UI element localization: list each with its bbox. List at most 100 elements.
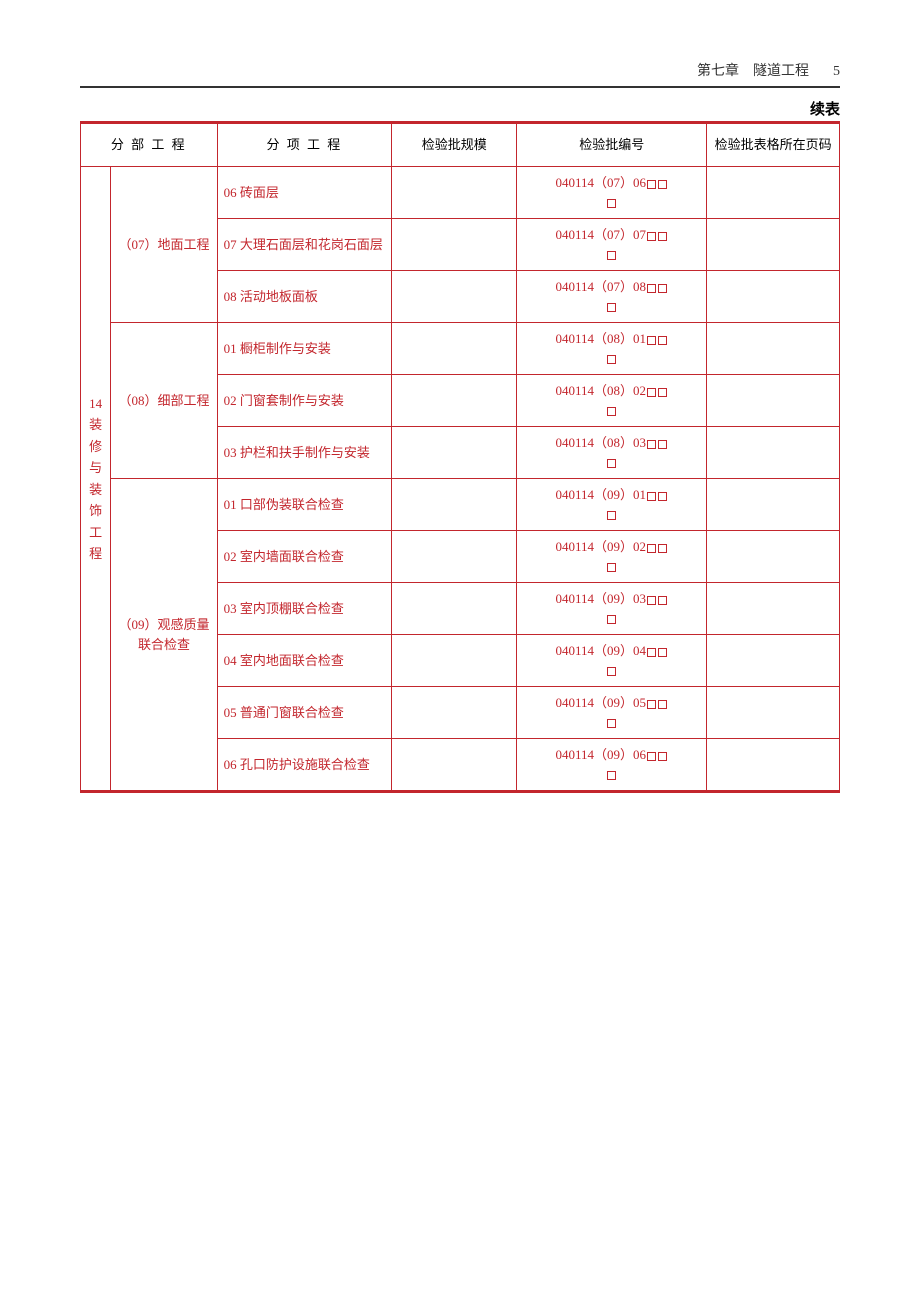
box-icon: [658, 440, 667, 449]
form-page: [707, 271, 840, 323]
inspection-scale: [392, 323, 517, 375]
item-name: 04 室内地面联合检查: [217, 635, 392, 687]
main-section-char: 装: [89, 415, 102, 435]
main-section-char: 程: [89, 544, 102, 564]
main-section-char: 工: [89, 523, 102, 543]
box-icon: [647, 596, 656, 605]
box-icon: [658, 284, 667, 293]
form-page: [707, 635, 840, 687]
box-icon: [658, 336, 667, 345]
box-icon: [658, 492, 667, 501]
box-icon: [658, 544, 667, 553]
box-icon: [607, 719, 616, 728]
form-page: [707, 323, 840, 375]
sub-section-label: （08）细部工程: [111, 323, 217, 479]
inspection-code: 040114（08）03: [517, 427, 707, 479]
box-icon: [607, 615, 616, 624]
col-header-code: 检验批编号: [517, 123, 707, 167]
inspection-scale: [392, 687, 517, 739]
inspection-code: 040114（09）03: [517, 583, 707, 635]
main-section-char: 修: [89, 437, 102, 457]
box-icon: [607, 459, 616, 468]
box-icon: [647, 700, 656, 709]
box-icon: [647, 232, 656, 241]
box-icon: [658, 388, 667, 397]
box-icon: [647, 336, 656, 345]
box-icon: [647, 752, 656, 761]
inspection-scale: [392, 427, 517, 479]
inspection-scale: [392, 583, 517, 635]
form-page: [707, 687, 840, 739]
table-row: 14装修与装饰工程（07）地面工程06 砖面层040114（07）06: [81, 167, 840, 219]
item-name: 05 普通门窗联合检查: [217, 687, 392, 739]
form-page: [707, 375, 840, 427]
item-name: 02 室内墙面联合检查: [217, 531, 392, 583]
form-page: [707, 531, 840, 583]
inspection-scale: [392, 635, 517, 687]
inspection-code: 040114（07）08: [517, 271, 707, 323]
continue-table-label: 续表: [80, 98, 840, 119]
col-header-page: 检验批表格所在页码: [707, 123, 840, 167]
inspection-scale: [392, 479, 517, 531]
col-header-section: 分 部 工 程: [81, 123, 218, 167]
box-icon: [647, 544, 656, 553]
box-icon: [647, 180, 656, 189]
box-icon: [607, 199, 616, 208]
form-page: [707, 427, 840, 479]
box-icon: [658, 648, 667, 657]
col-header-item: 分 项 工 程: [217, 123, 392, 167]
box-icon: [647, 388, 656, 397]
box-icon: [607, 303, 616, 312]
box-icon: [658, 596, 667, 605]
inspection-code: 040114（08）02: [517, 375, 707, 427]
box-icon: [647, 648, 656, 657]
item-name: 06 砖面层: [217, 167, 392, 219]
item-name: 01 口部伪装联合检查: [217, 479, 392, 531]
item-name: 03 室内顶棚联合检查: [217, 583, 392, 635]
chapter-title: 隧道工程: [753, 64, 809, 79]
sub-section-label: （07）地面工程: [111, 167, 217, 323]
form-page: [707, 583, 840, 635]
box-icon: [607, 251, 616, 260]
main-section-number: 14: [89, 394, 102, 414]
box-icon: [658, 180, 667, 189]
inspection-scale: [392, 375, 517, 427]
inspection-code: 040114（09）06: [517, 739, 707, 792]
box-icon: [647, 440, 656, 449]
form-page: [707, 739, 840, 792]
inspection-code: 040114（07）07: [517, 219, 707, 271]
item-name: 01 橱柜制作与安装: [217, 323, 392, 375]
table-body: 14装修与装饰工程（07）地面工程06 砖面层 040114（07）06 07 大理…: [81, 167, 840, 792]
inspection-table: 分 部 工 程 分 项 工 程 检验批规模 检验批编号 检验批表格所在页码 14…: [80, 121, 840, 793]
item-name: 02 门窗套制作与安装: [217, 375, 392, 427]
inspection-code: 040114（09）05: [517, 687, 707, 739]
col-header-scale: 检验批规模: [392, 123, 517, 167]
page-number: 5: [833, 64, 840, 79]
item-name: 07 大理石面层和花岗石面层: [217, 219, 392, 271]
table-row: （09）观感质量联合检查01 口部伪装联合检查040114（09）01: [81, 479, 840, 531]
inspection-scale: [392, 271, 517, 323]
box-icon: [647, 492, 656, 501]
box-icon: [607, 407, 616, 416]
main-section-label: 14装修与装饰工程: [81, 167, 111, 792]
form-page: [707, 167, 840, 219]
inspection-code: 040114（09）02: [517, 531, 707, 583]
box-icon: [658, 752, 667, 761]
inspection-scale: [392, 219, 517, 271]
inspection-scale: [392, 531, 517, 583]
box-icon: [658, 700, 667, 709]
main-section-char: 装: [89, 480, 102, 500]
item-name: 03 护栏和扶手制作与安装: [217, 427, 392, 479]
form-page: [707, 479, 840, 531]
inspection-code: 040114（09）04: [517, 635, 707, 687]
chapter-label: 第七章: [697, 62, 739, 78]
form-page: [707, 219, 840, 271]
item-name: 06 孔口防护设施联合检查: [217, 739, 392, 792]
sub-section-label: （09）观感质量联合检查: [111, 479, 217, 792]
inspection-code: 040114（09）01: [517, 479, 707, 531]
main-section-char: 饰: [89, 501, 102, 521]
inspection-code: 040114（07）06: [517, 167, 707, 219]
inspection-scale: [392, 739, 517, 792]
item-name: 08 活动地板面板: [217, 271, 392, 323]
box-icon: [607, 511, 616, 520]
